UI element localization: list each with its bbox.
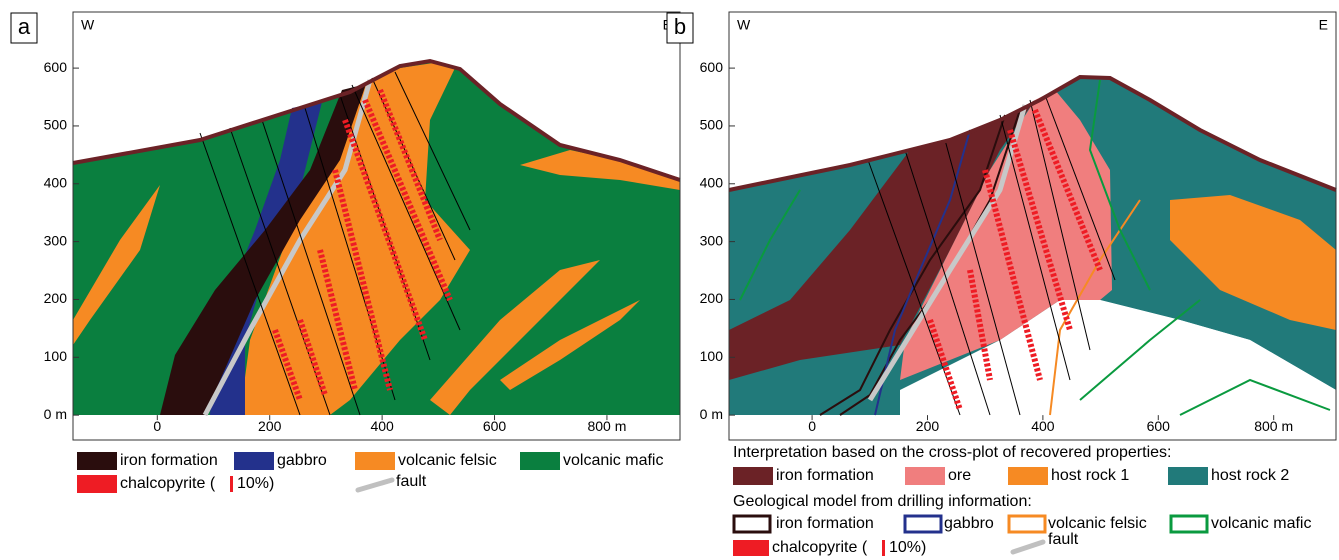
swatch [732, 514, 772, 534]
legend-label: ore [948, 467, 971, 484]
panel-label: b [674, 14, 686, 39]
y-tick-label: 500 [44, 117, 68, 133]
host-rock-1 [1170, 195, 1336, 330]
swatch [234, 452, 274, 470]
legend-label: fault [396, 473, 427, 490]
x-tick-label: 0 [153, 418, 161, 434]
swatch [905, 467, 945, 485]
west-label: W [737, 17, 751, 33]
swatch [77, 452, 117, 470]
scale-bar [882, 540, 885, 556]
volcanic-felsic-lens [500, 300, 640, 390]
swatch [1007, 514, 1047, 534]
legend-label: gabbro [277, 452, 327, 469]
y-tick-label: 0 m [44, 406, 67, 422]
volcanic-felsic-lens [73, 185, 160, 345]
chalcopyrite [927, 108, 1103, 411]
east-label: E [1319, 17, 1328, 33]
legend-label: 10%) [889, 539, 926, 556]
y-tick-label: 0 m [700, 406, 723, 422]
white [900, 300, 1336, 415]
legend-label: volcanic felsic [398, 452, 497, 469]
fault-swatch [355, 477, 395, 493]
legend-label: iron formation [776, 467, 874, 484]
x-tick-label: 600 [1147, 418, 1171, 434]
x-tick-label: 600 [483, 418, 507, 434]
panel-label-box [10, 12, 38, 44]
west-label: W [81, 17, 95, 33]
legend-label: fault [1048, 531, 1079, 548]
legend-b: Interpretation based on the cross-plot o… [732, 444, 1311, 556]
legend-title: Geological model from drilling informati… [733, 493, 1032, 510]
legend-label: gabbro [944, 515, 994, 532]
x-tick-label: 400 [1031, 418, 1055, 434]
legend-label: volcanic felsic [1048, 515, 1147, 532]
swatch [1008, 467, 1048, 485]
x-tick-label: 200 [916, 418, 940, 434]
y-tick-label: 300 [700, 232, 724, 248]
swatch [733, 467, 773, 485]
swatch [520, 452, 560, 470]
section-b [728, 74, 1337, 416]
swatch [903, 514, 943, 534]
y-tick-label: 600 [44, 59, 68, 75]
legend-label: volcanic mafic [1211, 515, 1311, 532]
legend-label: host rock 1 [1051, 467, 1129, 484]
legend-label: iron formation [120, 452, 218, 469]
y-tick-label: 100 [44, 348, 68, 364]
scale-bar [230, 476, 233, 492]
legend-label: chalcopyrite ( [772, 539, 868, 556]
volcanic-felsic-lens [520, 150, 680, 190]
y-tick-label: 500 [700, 117, 724, 133]
y-tick-label: 400 [44, 174, 68, 190]
swatch [1168, 467, 1208, 485]
x-tick-label: 0 [808, 418, 816, 434]
chalcopyrite [272, 88, 453, 402]
y-tick-label: 300 [44, 232, 68, 248]
plot-frame [728, 11, 1337, 441]
plot-frame [72, 11, 681, 441]
swatch [355, 452, 395, 470]
x-tick-label: 800 m [587, 418, 626, 434]
volcanic-felsic-lens [430, 260, 600, 415]
legend-a: iron formation gabbro volcanic felsic vo… [77, 452, 663, 493]
panel-label: a [18, 14, 31, 39]
y-tick-label: 400 [700, 174, 724, 190]
y-tick-label: 100 [700, 348, 724, 364]
x-tick-label: 200 [258, 418, 282, 434]
fault-swatch [1010, 539, 1046, 555]
section-a [72, 58, 681, 417]
panel-label-box [666, 12, 694, 44]
swatch [1169, 514, 1209, 534]
legend-label: host rock 2 [1211, 467, 1289, 484]
y-tick-label: 200 [44, 290, 68, 306]
topography [72, 58, 681, 182]
x-tick-label: 400 [370, 418, 394, 434]
x-tick-label: 800 m [1254, 418, 1293, 434]
legend-label: volcanic mafic [563, 452, 663, 469]
legend-label: 10%) [237, 475, 274, 492]
swatch [733, 540, 769, 556]
swatch [77, 475, 117, 493]
drill-holes [867, 94, 1116, 416]
iron-formation [160, 84, 366, 415]
legend-label: iron formation [776, 515, 874, 532]
legend-label: chalcopyrite ( [120, 475, 216, 492]
y-tick-label: 600 [700, 59, 724, 75]
topography [728, 74, 1337, 192]
y-tick-label: 200 [700, 290, 724, 306]
legend-title: Interpretation based on the cross-plot o… [733, 444, 1171, 461]
